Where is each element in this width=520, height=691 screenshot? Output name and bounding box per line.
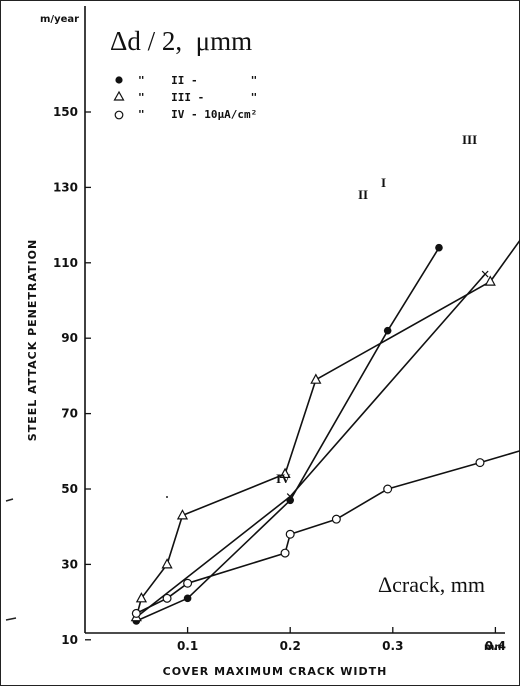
legend: " II - " " III - " " IV - 10μA/cm² xyxy=(113,74,257,121)
data-point-IV xyxy=(131,608,141,618)
series-label-IV: IV xyxy=(276,471,291,486)
edge-mark-2 xyxy=(5,617,17,621)
y-tick-label: 90 xyxy=(61,331,78,345)
series-line-II xyxy=(135,247,440,622)
x-tick-label: 0.4 xyxy=(485,639,506,653)
edge-mark-1 xyxy=(5,498,14,502)
series-label-III: III xyxy=(462,132,477,147)
y-tick-label: 10 xyxy=(61,633,78,647)
overlay-x-annotation: Δcrack, mm xyxy=(378,572,485,597)
data-point-III xyxy=(279,467,291,479)
x-tick-label: 0.3 xyxy=(382,639,403,653)
y-tick-label: 70 xyxy=(61,407,78,421)
series-line-I xyxy=(135,273,486,618)
y-tick-label: 130 xyxy=(53,180,78,194)
overlay-y-annotation: Δd / 2, μmm xyxy=(110,26,252,56)
legend-entry-3: " IV - 10μA/cm² xyxy=(138,108,257,121)
legend-entry-2: " III - " xyxy=(138,91,257,104)
data-point-IV xyxy=(285,529,295,539)
data-point-II xyxy=(435,243,443,252)
legend-marker-triangle xyxy=(113,90,125,101)
y-tick-label: 150 xyxy=(53,105,78,119)
legend-entry-1: " II - " xyxy=(138,74,257,87)
data-point-III xyxy=(176,509,189,520)
x-tick-label: 0.2 xyxy=(280,639,301,653)
y-axis-title: STEEL ATTACK PENETRATION xyxy=(26,239,39,441)
data-point-IV xyxy=(475,458,485,468)
data-point-III xyxy=(484,275,496,286)
stray-dot xyxy=(166,496,168,498)
series-line-III xyxy=(135,238,520,618)
x-tick-label: 0.1 xyxy=(177,639,198,653)
series-label-II: II xyxy=(358,187,368,202)
data-point-III xyxy=(161,558,173,569)
data-point-IV xyxy=(331,514,341,524)
data-point-IV xyxy=(383,484,393,494)
y-ticks: 10 30 50 70 90 110 130 150 xyxy=(53,105,91,647)
x-unit-label: mm xyxy=(484,642,505,653)
y-tick-label: 30 xyxy=(61,557,78,571)
data-point-III xyxy=(135,592,148,603)
data-point-IV xyxy=(183,578,193,588)
data-point-IV xyxy=(280,548,290,558)
y-tick-label: 50 xyxy=(61,482,78,496)
x-ticks: 0.10.20.30.40.5 xyxy=(177,627,506,653)
series-label-I: I xyxy=(381,175,386,190)
y-tick-label: 110 xyxy=(53,256,78,270)
data-point-II xyxy=(383,326,392,335)
data-point-IV xyxy=(162,593,172,603)
data-point-I xyxy=(481,270,489,278)
data-point-II xyxy=(183,594,192,603)
data-point-III xyxy=(310,373,322,384)
x-axis-title: COVER MAXIMUM CRACK WIDTH xyxy=(163,665,388,678)
legend-marker-open-circle xyxy=(114,110,124,120)
legend-marker-filled-circle xyxy=(115,76,123,84)
y-unit-label: m/year xyxy=(40,14,79,25)
data-point-II xyxy=(286,496,295,505)
